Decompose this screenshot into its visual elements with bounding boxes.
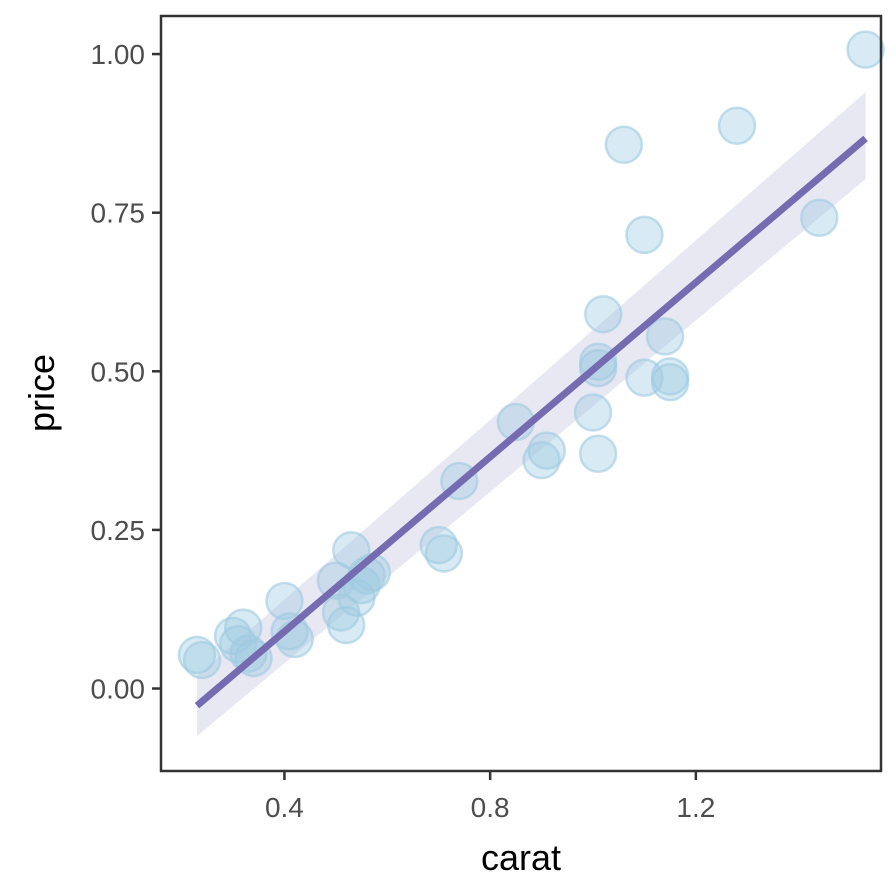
y-tick-label: 0.00 [91, 674, 146, 705]
x-tick-label: 0.4 [265, 792, 304, 823]
data-point-31 [625, 215, 664, 255]
data-point-28 [578, 434, 618, 474]
data-point-2 [182, 640, 222, 680]
x-axis-title: carat [481, 837, 561, 878]
y-tick-label: 1.00 [91, 39, 146, 70]
data-point-35 [650, 362, 690, 402]
points-layer [177, 30, 885, 680]
y-axis-title: price [21, 354, 62, 432]
data-point-1 [177, 635, 217, 675]
data-point-24 [527, 431, 566, 470]
data-point-29 [584, 294, 623, 334]
y-tick-label: 0.25 [91, 515, 146, 546]
fit-line-layer [194, 135, 868, 709]
x-axis: 0.4 0.8 1.2 [265, 771, 715, 823]
data-point-33 [645, 317, 685, 356]
plot-panel-border [159, 14, 883, 773]
data-point-25 [573, 393, 613, 432]
y-tick-label: 0.75 [91, 198, 146, 229]
x-tick-label: 0.8 [471, 792, 510, 823]
x-tick-label: 1.2 [676, 792, 715, 823]
data-point-20 [424, 534, 464, 573]
data-point-36 [717, 106, 757, 146]
data-point-8 [265, 581, 304, 621]
fit-line [194, 135, 868, 709]
data-point-38 [846, 30, 885, 69]
data-point-30 [604, 125, 644, 165]
y-axis: 0.00 0.25 0.50 0.75 1.00 [91, 39, 161, 705]
data-point-37 [800, 198, 839, 238]
y-tick-label: 0.50 [91, 356, 146, 387]
data-point-6 [229, 634, 268, 673]
